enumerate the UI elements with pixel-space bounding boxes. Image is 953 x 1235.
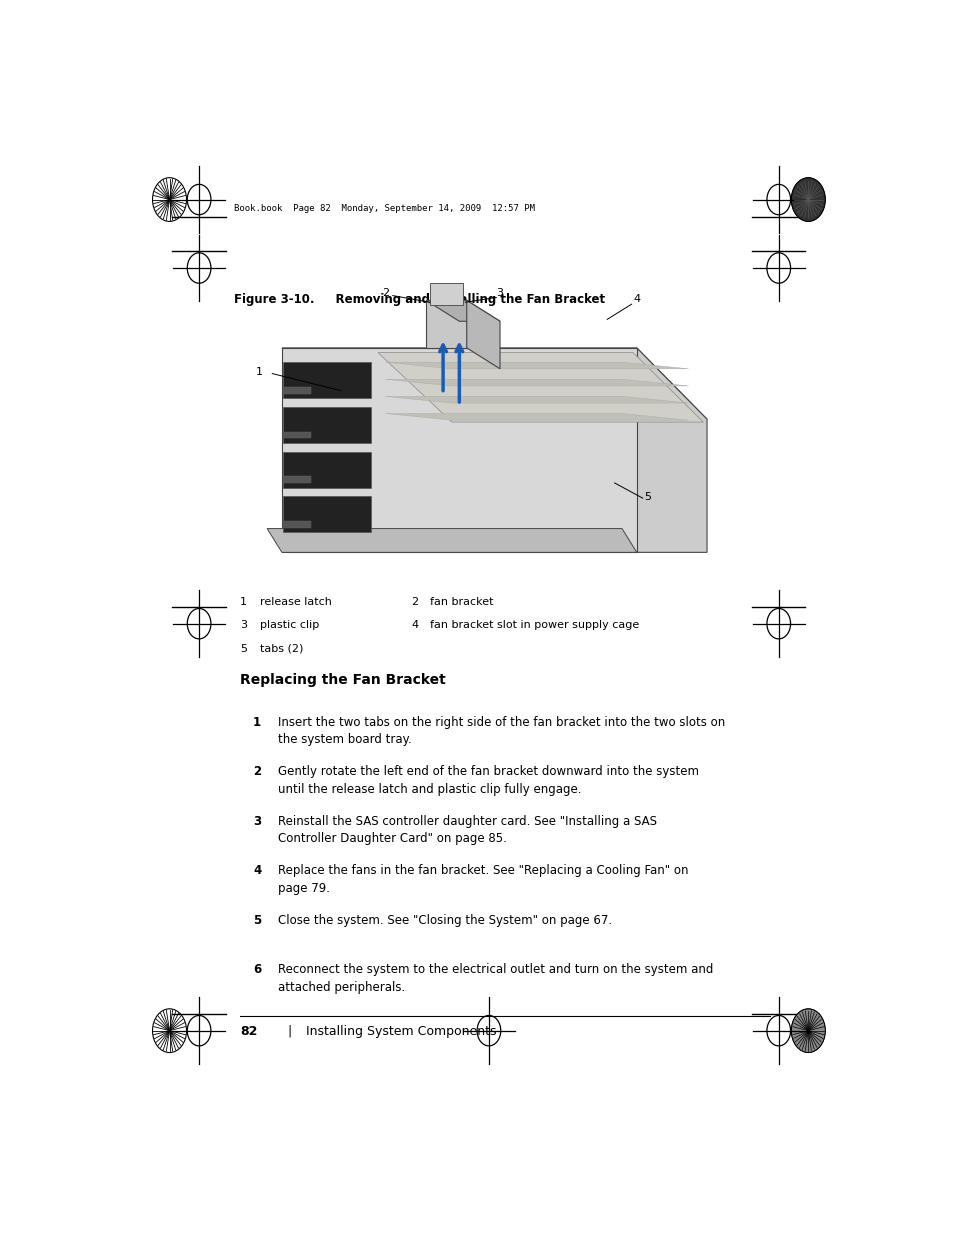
Polygon shape <box>282 348 637 552</box>
Polygon shape <box>283 362 370 399</box>
Text: 4: 4 <box>253 864 261 877</box>
Polygon shape <box>426 300 466 348</box>
Text: 5: 5 <box>239 643 247 653</box>
Text: tabs (2): tabs (2) <box>260 643 303 653</box>
Polygon shape <box>283 496 370 532</box>
Text: |: | <box>288 1025 292 1037</box>
Circle shape <box>790 1009 824 1052</box>
Text: 1: 1 <box>255 367 263 377</box>
Text: 6: 6 <box>253 963 261 976</box>
Polygon shape <box>282 348 706 419</box>
Text: Replace the fans in the fan bracket. See "Replacing a Cooling Fan" on
page 79.: Replace the fans in the fan bracket. See… <box>278 864 688 895</box>
Text: Reinstall the SAS controller daughter card. See "Installing a SAS
Controller Dau: Reinstall the SAS controller daughter ca… <box>278 815 657 845</box>
Text: 5: 5 <box>253 914 261 926</box>
Text: Removing and Installing the Fan Bracket: Removing and Installing the Fan Bracket <box>318 293 604 306</box>
Polygon shape <box>426 300 499 321</box>
Text: Reconnect the system to the electrical outlet and turn on the system and
attache: Reconnect the system to the electrical o… <box>278 963 713 994</box>
Text: 4: 4 <box>411 620 418 630</box>
Text: Installing System Components: Installing System Components <box>306 1025 497 1037</box>
Text: 3: 3 <box>496 288 503 298</box>
Polygon shape <box>283 406 370 443</box>
Polygon shape <box>267 529 637 552</box>
Text: 2: 2 <box>381 288 389 298</box>
Polygon shape <box>283 521 311 527</box>
Text: 5: 5 <box>643 492 651 503</box>
Text: 2: 2 <box>253 766 261 778</box>
Text: 1: 1 <box>239 597 247 608</box>
Text: 3: 3 <box>239 620 247 630</box>
Text: 1: 1 <box>253 716 261 729</box>
Polygon shape <box>466 300 499 369</box>
Text: 82: 82 <box>239 1025 257 1037</box>
Polygon shape <box>637 348 706 552</box>
Polygon shape <box>385 414 688 420</box>
Text: Insert the two tabs on the right side of the fan bracket into the two slots on
t: Insert the two tabs on the right side of… <box>278 716 724 746</box>
Text: Close the system. See "Closing the System" on page 67.: Close the system. See "Closing the Syste… <box>278 914 612 926</box>
Polygon shape <box>283 431 311 438</box>
Polygon shape <box>377 353 702 422</box>
Text: 2: 2 <box>411 597 418 608</box>
Text: Replacing the Fan Bracket: Replacing the Fan Bracket <box>239 673 445 687</box>
Polygon shape <box>283 452 370 488</box>
Text: release latch: release latch <box>260 597 332 608</box>
Text: 4: 4 <box>633 294 639 304</box>
Text: Figure 3-10.: Figure 3-10. <box>233 293 314 306</box>
Polygon shape <box>283 387 311 394</box>
Polygon shape <box>283 477 311 483</box>
Polygon shape <box>385 379 688 385</box>
Text: fan bracket: fan bracket <box>429 597 493 608</box>
Polygon shape <box>385 362 688 369</box>
Text: 3: 3 <box>253 815 261 827</box>
Circle shape <box>790 178 824 221</box>
Text: Book.book  Page 82  Monday, September 14, 2009  12:57 PM: Book.book Page 82 Monday, September 14, … <box>233 204 535 212</box>
Text: Gently rotate the left end of the fan bracket downward into the system
until the: Gently rotate the left end of the fan br… <box>278 766 699 795</box>
Text: fan bracket slot in power supply cage: fan bracket slot in power supply cage <box>429 620 639 630</box>
Polygon shape <box>385 396 688 403</box>
Text: plastic clip: plastic clip <box>260 620 319 630</box>
Polygon shape <box>429 283 462 305</box>
